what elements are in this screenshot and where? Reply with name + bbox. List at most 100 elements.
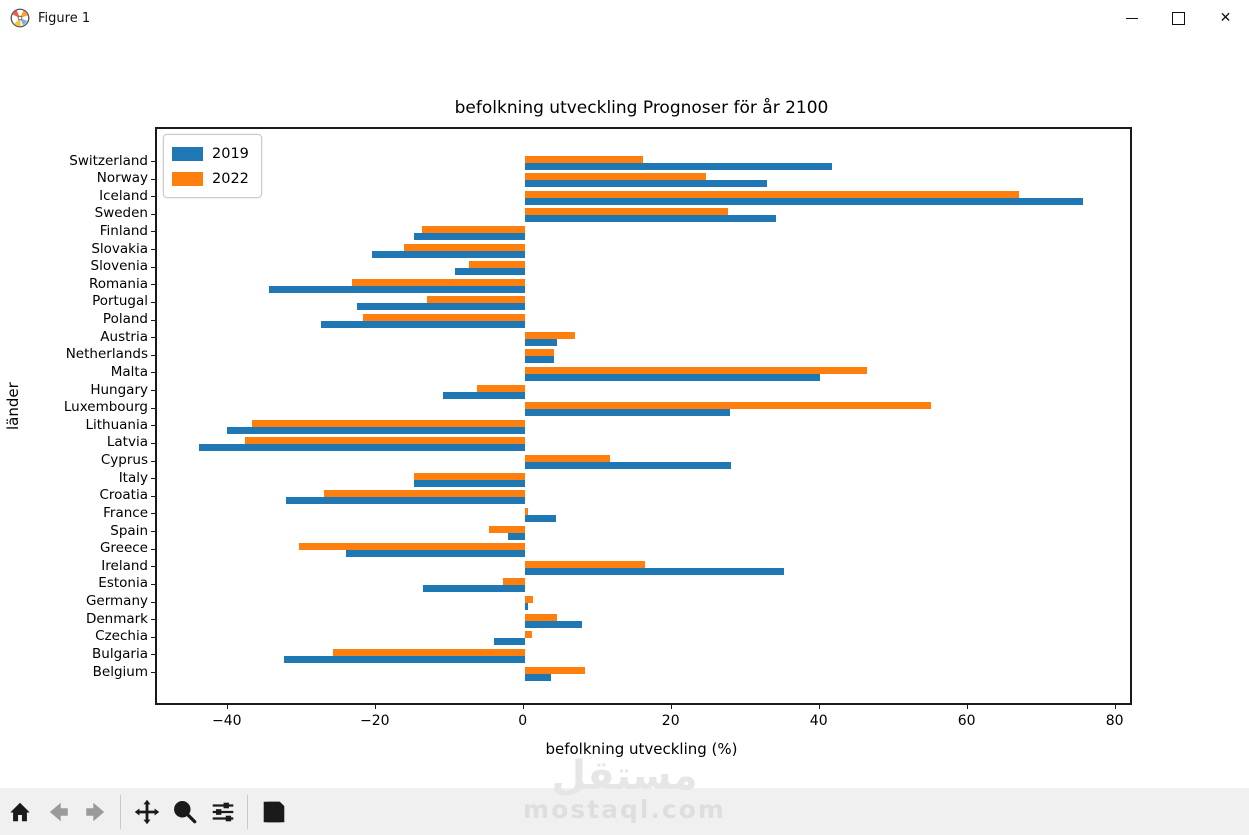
- bar-2022: [363, 314, 525, 322]
- bar-2019: [199, 444, 525, 452]
- bar-2019: [422, 585, 525, 593]
- y-tick-mark: [151, 425, 155, 427]
- bar-2022: [524, 190, 1019, 198]
- bar-2022: [524, 366, 867, 374]
- x-tick-label: 20: [661, 713, 680, 729]
- y-tick-label: Denmark: [85, 610, 148, 627]
- bar-2019: [524, 338, 557, 346]
- y-tick-label: Finland: [99, 222, 148, 239]
- y-tick-mark: [151, 654, 155, 656]
- y-tick-mark: [151, 284, 155, 286]
- matplotlib-logo-icon: [10, 8, 30, 28]
- bar-2022: [524, 173, 707, 181]
- chart-title: befolkning utveckling Prognoser för år 2…: [454, 98, 829, 118]
- back-button: [40, 793, 76, 831]
- y-tick-label: Greece: [99, 540, 148, 557]
- y-tick-label: Czechia: [95, 628, 148, 645]
- navigation-toolbar: [0, 788, 1249, 835]
- y-tick-label: Germany: [85, 593, 148, 610]
- y-tick-mark: [151, 266, 155, 268]
- y-tick-mark: [151, 372, 155, 374]
- y-tick-mark: [151, 548, 155, 550]
- maximize-button[interactable]: [1155, 0, 1202, 36]
- y-tick-mark: [151, 249, 155, 251]
- pan-button[interactable]: [129, 793, 165, 831]
- bar-2019: [524, 462, 732, 470]
- y-tick-mark: [151, 390, 155, 392]
- bar-2022: [524, 208, 729, 216]
- x-tick-mark: [818, 705, 820, 709]
- x-tick-label: −40: [211, 713, 242, 729]
- bar-2019: [413, 232, 525, 240]
- y-tick-mark: [151, 531, 155, 533]
- bar-2019: [356, 303, 525, 311]
- subplots-button[interactable]: [205, 793, 241, 831]
- bar-2019: [321, 321, 525, 329]
- bar-2022: [324, 490, 525, 498]
- window-title: Figure 1: [38, 10, 91, 26]
- pan-icon: [134, 799, 160, 824]
- y-tick-mark: [151, 460, 155, 462]
- y-tick-mark: [151, 583, 155, 585]
- x-tick-label: 40: [809, 713, 828, 729]
- y-tick-label: Slovenia: [90, 258, 148, 275]
- bar-2019: [524, 215, 777, 223]
- bar-2022: [352, 278, 525, 286]
- y-tick-mark: [151, 337, 155, 339]
- bar-2019: [283, 655, 525, 663]
- bar-2019: [346, 550, 525, 558]
- titlebar: Figure 1 ✕: [0, 0, 1249, 36]
- x-tick-label: 80: [1105, 713, 1124, 729]
- save-button[interactable]: [256, 793, 292, 831]
- x-tick-mark: [522, 705, 524, 709]
- minimize-button[interactable]: [1108, 0, 1155, 36]
- home-icon: [10, 802, 30, 821]
- y-tick-mark: [151, 231, 155, 233]
- y-tick-label: Cyprus: [100, 452, 148, 469]
- y-tick-label: Ireland: [101, 557, 148, 574]
- y-tick-mark: [151, 619, 155, 621]
- bar-2019: [524, 409, 731, 417]
- legend-entry: 2022: [172, 166, 249, 191]
- bar-2022: [252, 419, 525, 427]
- bar-2019: [524, 620, 583, 628]
- forward-arrow-icon: [86, 802, 105, 821]
- x-axis-label: befolkning utveckling (%): [545, 740, 738, 758]
- close-button[interactable]: ✕: [1202, 0, 1249, 36]
- bar-2022: [524, 560, 645, 568]
- bar-2022: [524, 455, 610, 463]
- minimize-icon: [1125, 17, 1138, 19]
- bar-2022: [299, 543, 525, 551]
- bar-2019: [524, 567, 784, 575]
- bar-2022: [524, 331, 576, 339]
- legend-label: 2022: [212, 170, 249, 187]
- home-button[interactable]: [2, 793, 38, 831]
- bar-2022: [524, 666, 585, 674]
- y-tick-label: Luxembourg: [63, 399, 148, 416]
- y-axis-label: länder: [4, 382, 22, 430]
- bar-2022: [414, 472, 525, 480]
- y-tick-label: Iceland: [99, 187, 148, 204]
- bar-2022: [404, 243, 525, 251]
- bar-2019: [524, 162, 832, 170]
- y-tick-mark: [151, 354, 155, 356]
- y-tick-mark: [151, 178, 155, 180]
- bar-2019: [285, 497, 525, 505]
- y-tick-label: Romania: [88, 275, 148, 292]
- bar-2022: [524, 155, 644, 163]
- y-tick-label: Hungary: [90, 381, 148, 398]
- y-tick-label: Austria: [100, 328, 148, 345]
- y-tick-mark: [151, 566, 155, 568]
- bar-2019: [269, 285, 525, 293]
- y-tick-label: Italy: [118, 469, 148, 486]
- bar-2019: [524, 673, 551, 681]
- y-tick-mark: [151, 213, 155, 215]
- y-tick-label: Netherlands: [65, 346, 148, 363]
- x-tick-label: 0: [518, 713, 528, 729]
- zoom-button[interactable]: [167, 793, 203, 831]
- y-tick-mark: [151, 636, 155, 638]
- legend: 2019 2022: [163, 134, 262, 198]
- y-tick-mark: [151, 672, 155, 673]
- bar-2019: [372, 250, 525, 258]
- legend-swatch-icon: [172, 146, 203, 161]
